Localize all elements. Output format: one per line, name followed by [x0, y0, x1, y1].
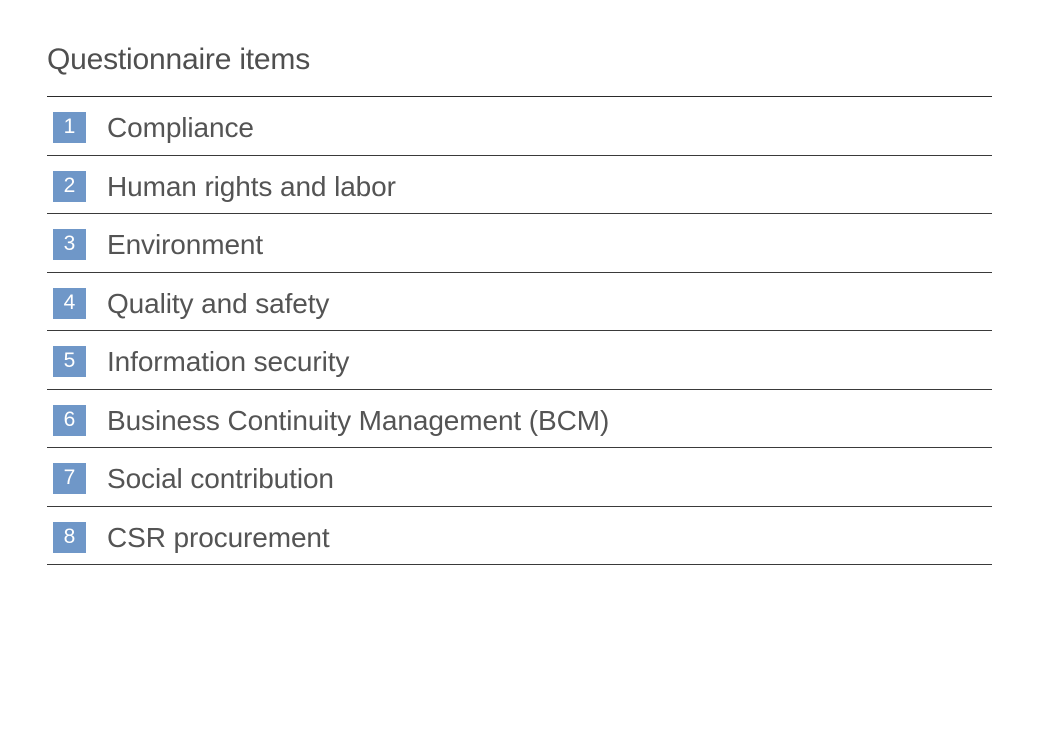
list-item: 3 Environment	[47, 214, 992, 273]
page-title: Questionnaire items	[47, 43, 310, 76]
item-number-badge: 7	[53, 463, 86, 494]
list-item: 4 Quality and safety	[47, 273, 992, 331]
item-number-badge: 6	[53, 404, 86, 436]
item-label: Environment	[107, 229, 264, 260]
list-item: 8 CSR procurement	[47, 507, 992, 565]
list-item: 7 Social contribution	[47, 448, 992, 507]
item-label: Human rights and labor	[107, 170, 396, 202]
item-label: Quality and safety	[107, 287, 330, 319]
list-item: 6 Business Continuity Management (BCM)	[47, 390, 992, 448]
list-item: 1 Compliance	[47, 97, 992, 156]
list-item: 5 Information security	[47, 331, 992, 390]
item-number-badge: 5	[53, 346, 86, 377]
item-label: CSR procurement	[107, 521, 330, 553]
list-item: 2 Human rights and labor	[47, 156, 992, 214]
item-label: Information security	[107, 346, 350, 377]
item-number-badge: 4	[53, 287, 86, 319]
item-label: Compliance	[107, 112, 254, 143]
questionnaire-items-list: 1 Compliance 2 Human rights and labor 3 …	[47, 96, 992, 565]
item-label: Business Continuity Management (BCM)	[107, 404, 610, 436]
item-label: Social contribution	[107, 463, 334, 494]
item-number-badge: 2	[53, 170, 86, 202]
item-number-badge: 1	[53, 112, 86, 143]
item-number-badge: 8	[53, 521, 86, 553]
item-number-badge: 3	[53, 229, 86, 260]
